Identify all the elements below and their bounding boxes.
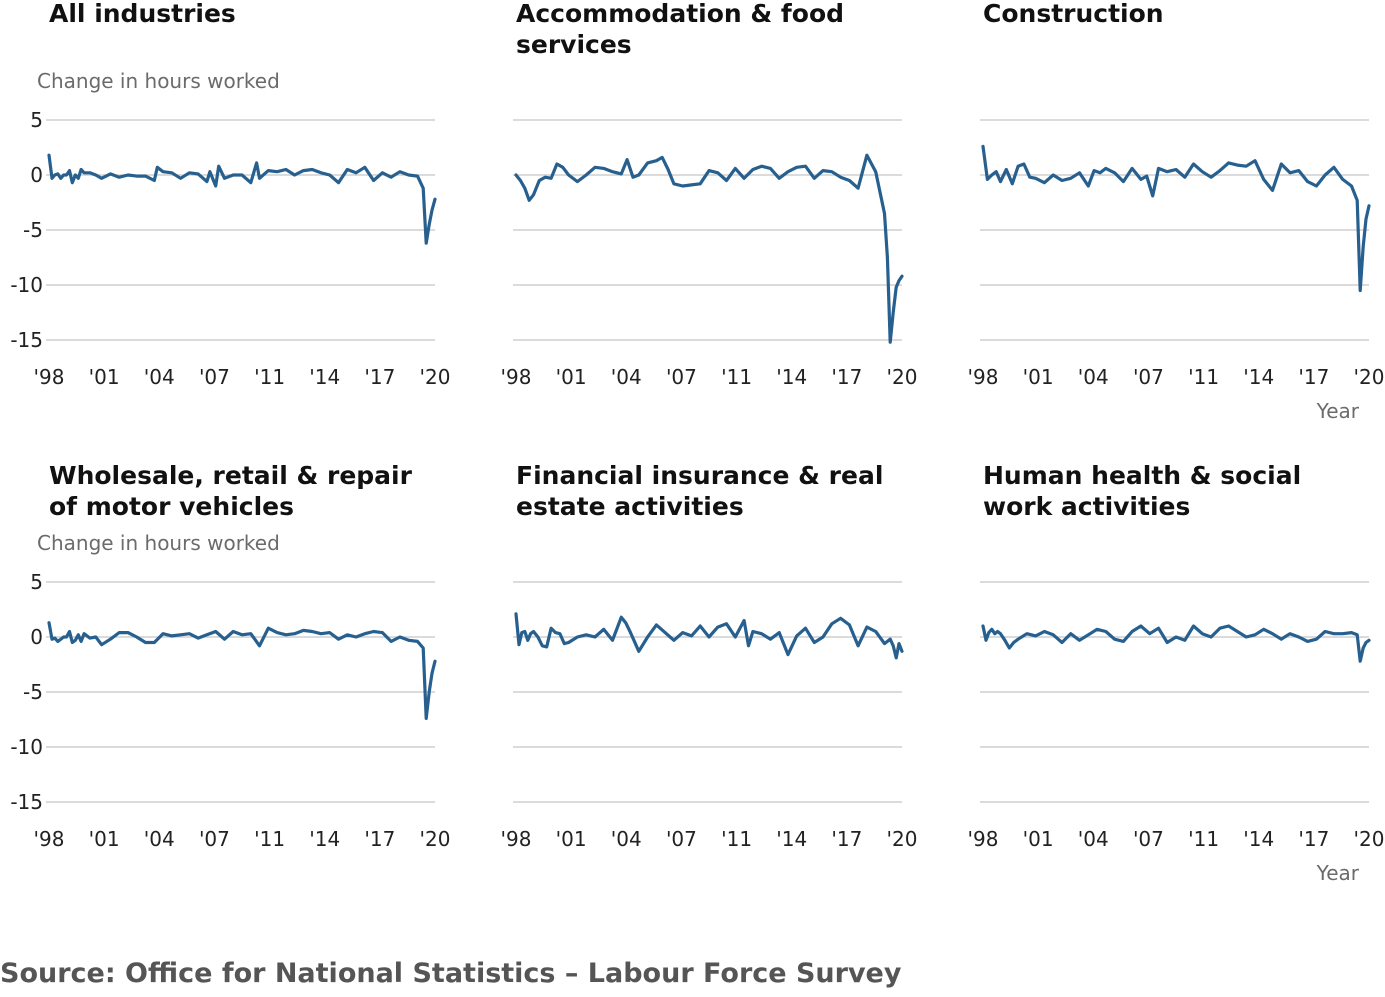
x-tick-label: '98 [501, 827, 532, 851]
panel-title-line: All industries [49, 0, 236, 28]
y-tick-label: -10 [10, 735, 43, 759]
x-tick-label: '04 [611, 827, 642, 851]
y-tick-label: 5 [30, 108, 43, 132]
x-tick-label: '98 [968, 827, 999, 851]
x-tick-label: '20 [1354, 827, 1385, 851]
panel-title-line: Financial insurance & real [516, 461, 883, 490]
x-tick-label: '17 [364, 365, 395, 389]
x-tick-label: '11 [1188, 365, 1219, 389]
series-line [47, 621, 437, 721]
y-tick-label: -5 [23, 680, 43, 704]
x-tick-label: '14 [776, 365, 807, 389]
x-tick-label: '98 [968, 365, 999, 389]
x-tick-label: '17 [831, 365, 862, 389]
series-line [514, 612, 904, 660]
x-tick-label: '98 [34, 365, 65, 389]
y-axis-title: Change in hours worked [37, 531, 280, 555]
x-tick-label: '01 [1023, 365, 1054, 389]
y-tick-label: -5 [23, 218, 43, 242]
x-tick-label: '07 [199, 827, 230, 851]
series-line [981, 144, 1371, 293]
x-tick-label: '11 [254, 365, 285, 389]
x-tick-label: '01 [89, 365, 120, 389]
panel-title-line: work activities [983, 492, 1190, 521]
x-tick-label: '20 [420, 365, 451, 389]
x-tick-label: '04 [611, 365, 642, 389]
x-axis-title: Year [1316, 399, 1360, 423]
x-tick-label: '07 [1133, 827, 1164, 851]
x-tick-label: '17 [1298, 827, 1329, 851]
panel-title-line: Wholesale, retail & repair [49, 461, 413, 490]
panel-1: All industries Change in hours worked 5 0 -5… [10, 0, 450, 389]
x-tick-label: '07 [666, 827, 697, 851]
x-tick-label: '04 [1078, 827, 1109, 851]
x-tick-label: '20 [887, 365, 918, 389]
series-line [981, 624, 1371, 663]
x-tick-label: '17 [831, 827, 862, 851]
y-tick-label: -15 [10, 328, 43, 352]
source-note: Source: Office for National Statistics –… [0, 958, 902, 989]
x-axis-title: Year [1316, 861, 1360, 885]
x-tick-label: '20 [887, 827, 918, 851]
x-tick-label: '20 [1354, 365, 1385, 389]
x-tick-label: '20 [420, 827, 451, 851]
x-tick-label: '11 [721, 365, 752, 389]
x-tick-label: '04 [144, 827, 175, 851]
x-tick-label: '01 [556, 827, 587, 851]
y-tick-label: -15 [10, 790, 43, 814]
y-tick-label: 0 [30, 163, 43, 187]
series-line [47, 153, 437, 245]
panel-title-line: Human health & social [983, 461, 1301, 490]
x-tick-label: '01 [556, 365, 587, 389]
panel-title-line: estate activities [516, 492, 744, 521]
x-tick-label: '11 [254, 827, 285, 851]
panel-3: Construction '98 '01 '04 '07 '11 '14 '17 '20 Year [968, 0, 1385, 423]
x-tick-label: '14 [309, 365, 340, 389]
panel-title-line: Accommodation & food [516, 0, 844, 28]
y-tick-label: 0 [30, 625, 43, 649]
series-line [514, 153, 904, 344]
x-tick-label: '17 [364, 827, 395, 851]
panel-title-line: of motor vehicles [49, 492, 294, 521]
x-tick-label: '01 [1023, 827, 1054, 851]
panel-title-line: Construction [983, 0, 1164, 28]
x-tick-label: '14 [309, 827, 340, 851]
y-axis-title: Change in hours worked [37, 69, 280, 93]
y-tick-label: -10 [10, 273, 43, 297]
x-tick-label: '11 [1188, 827, 1219, 851]
panel-title-line: services [516, 30, 632, 59]
x-tick-label: '07 [666, 365, 697, 389]
x-tick-label: '04 [1078, 365, 1109, 389]
x-tick-label: '14 [776, 827, 807, 851]
x-tick-label: '98 [501, 365, 532, 389]
x-tick-label: '07 [1133, 365, 1164, 389]
x-tick-label: '98 [34, 827, 65, 851]
x-tick-label: '14 [1243, 365, 1274, 389]
x-tick-label: '01 [89, 827, 120, 851]
x-tick-label: '04 [144, 365, 175, 389]
x-tick-label: '17 [1298, 365, 1329, 389]
x-tick-label: '11 [721, 827, 752, 851]
x-tick-label: '14 [1243, 827, 1274, 851]
y-tick-label: 5 [30, 570, 43, 594]
x-tick-label: '07 [199, 365, 230, 389]
